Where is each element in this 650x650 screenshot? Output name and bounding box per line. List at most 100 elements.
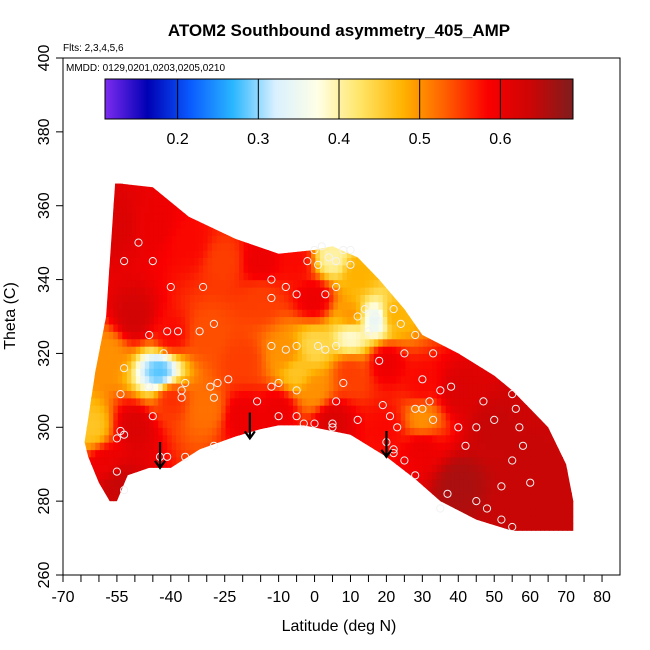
heatmap-cell — [441, 309, 447, 318]
heatmap-cell — [486, 412, 492, 421]
heatmap-cell — [293, 390, 299, 399]
heatmap-cell — [293, 294, 299, 303]
heatmap-cell — [288, 464, 294, 473]
heatmap-cell — [436, 412, 442, 421]
heatmap-cell — [288, 456, 294, 465]
heatmap-cell — [275, 227, 281, 236]
heatmap-cell — [486, 301, 492, 310]
heatmap-cell — [239, 523, 245, 531]
heatmap-cell — [338, 538, 343, 546]
heatmap-cell — [149, 464, 155, 473]
heatmap-cell — [284, 538, 289, 546]
heatmap-cell — [432, 405, 438, 414]
heatmap-cell — [382, 360, 388, 369]
heatmap-cell — [176, 501, 182, 510]
heatmap-cell — [319, 449, 325, 458]
heatmap-cell — [396, 397, 402, 406]
heatmap-cell — [95, 346, 101, 354]
heatmap-cell — [185, 434, 191, 443]
heatmap-cell — [108, 515, 114, 524]
heatmap-cell — [207, 183, 213, 185]
heatmap-cell — [423, 427, 429, 436]
heatmap-cell — [311, 227, 317, 236]
heatmap-cell — [207, 464, 213, 473]
heatmap-cell — [409, 383, 415, 391]
heatmap-cell — [234, 390, 240, 399]
heatmap-cell — [270, 383, 276, 391]
heatmap-cell — [436, 390, 442, 399]
heatmap-cell — [337, 353, 343, 362]
heatmap-cell — [104, 479, 110, 487]
heatmap-cell — [113, 294, 119, 303]
heatmap-cell — [445, 250, 451, 258]
heatmap-cell — [414, 501, 420, 510]
heatmap-cell — [180, 323, 186, 332]
heatmap-cell — [346, 250, 352, 258]
heatmap-cell — [95, 464, 101, 473]
heatmap-cell — [113, 427, 119, 436]
heatmap-cell — [369, 316, 375, 325]
heatmap-cell — [284, 523, 290, 531]
heatmap-cell — [360, 323, 366, 332]
heatmap-cell — [454, 227, 460, 236]
heatmap-cell — [99, 331, 105, 340]
heatmap-cell — [347, 531, 352, 539]
heatmap-cell — [99, 250, 105, 258]
heatmap-cell — [468, 264, 474, 273]
heatmap-cell — [243, 190, 249, 199]
heatmap-cell — [391, 419, 397, 428]
heatmap-cell — [180, 471, 186, 480]
heatmap-cell — [198, 368, 204, 377]
heatmap-cell — [369, 368, 375, 377]
heatmap-cell — [162, 235, 168, 244]
heatmap-cell — [95, 360, 101, 369]
heatmap-cell — [445, 287, 451, 295]
heatmap-cell — [364, 316, 370, 325]
heatmap-cell — [302, 464, 308, 473]
heatmap-cell — [441, 546, 446, 554]
heatmap-cell — [140, 434, 146, 443]
heatmap-cell — [271, 531, 276, 539]
heatmap-cell — [319, 309, 325, 318]
heatmap-cell — [257, 375, 263, 384]
heatmap-cell — [144, 471, 150, 480]
heatmap-cell — [293, 397, 299, 406]
heatmap-cell — [108, 508, 114, 517]
heatmap-cell — [382, 294, 388, 303]
heatmap-cell — [131, 257, 137, 266]
heatmap-cell — [378, 338, 384, 347]
heatmap-cell — [373, 375, 379, 384]
heatmap-cell — [225, 346, 231, 354]
heatmap-cell — [140, 346, 146, 354]
heatmap-cell — [275, 419, 281, 428]
heatmap-cell — [275, 294, 281, 303]
heatmap-cell — [284, 183, 290, 185]
heatmap-cell — [113, 538, 118, 546]
heatmap-cell — [275, 213, 281, 222]
heatmap-cell — [414, 531, 419, 539]
heatmap-cell — [252, 250, 258, 258]
heatmap-cell — [104, 316, 110, 325]
heatmap-cell — [185, 546, 190, 554]
heatmap-cell — [252, 501, 258, 510]
heatmap-cell — [346, 301, 352, 310]
heatmap-cell — [500, 531, 505, 539]
heatmap-cell — [108, 442, 114, 451]
heatmap-cell — [158, 316, 164, 325]
heatmap-cell — [99, 287, 105, 295]
heatmap-cell — [364, 434, 370, 443]
heatmap-cell — [459, 531, 464, 539]
heatmap-cell — [95, 235, 101, 244]
heatmap-cell — [99, 515, 105, 524]
heatmap-cell — [99, 190, 105, 199]
heatmap-cell — [387, 538, 392, 546]
heatmap-cell — [203, 338, 209, 347]
heatmap-cell — [409, 456, 415, 465]
heatmap-cell — [378, 501, 384, 510]
heatmap-cell — [203, 190, 209, 199]
heatmap-cell — [136, 161, 141, 169]
heatmap-cell — [400, 434, 406, 443]
heatmap-cell — [158, 227, 164, 236]
heatmap-cell — [270, 198, 276, 207]
heatmap-cell — [342, 323, 348, 332]
